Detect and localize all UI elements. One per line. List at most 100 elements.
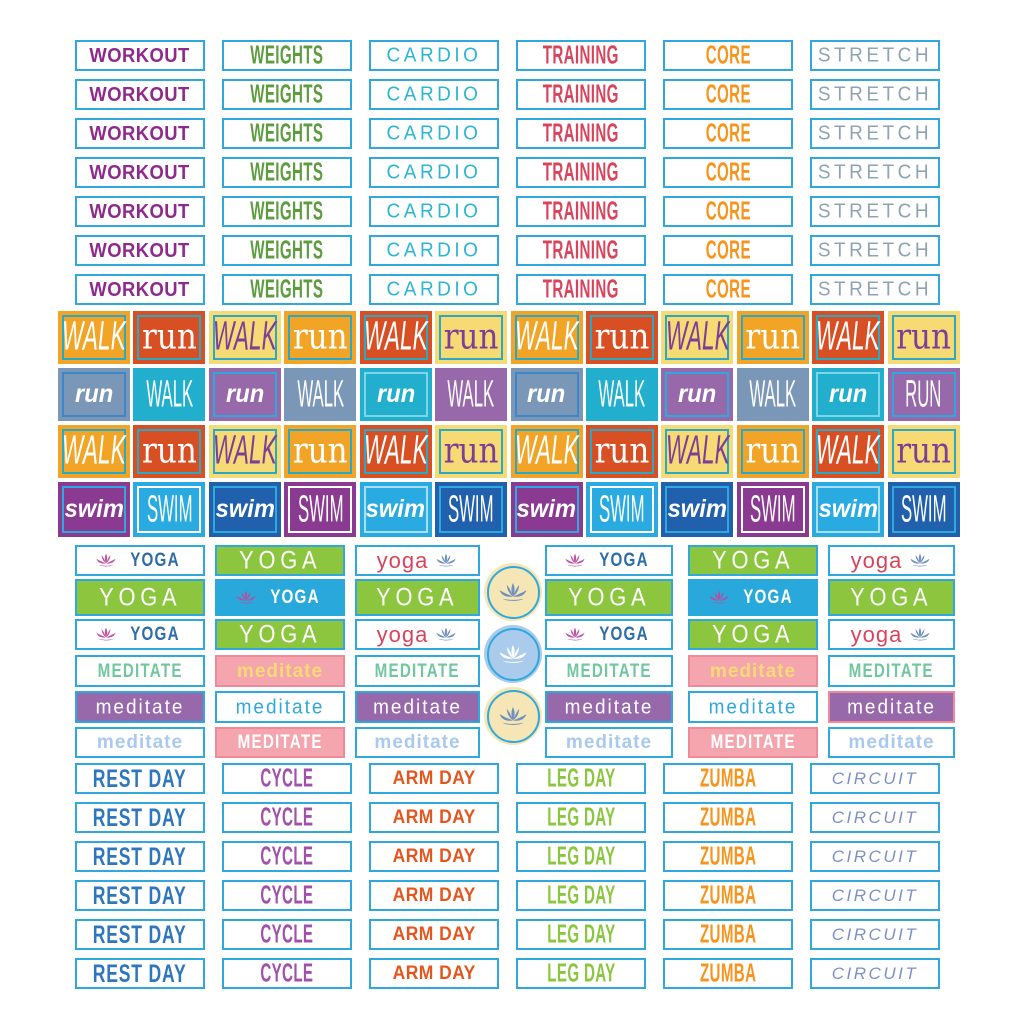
sticker-label: YOGA [743, 587, 793, 608]
sticker-cardio: CARDIO [369, 235, 499, 266]
sticker-yoga: YOGA [215, 579, 345, 616]
sticker-meditate: MEDITATE [688, 727, 818, 758]
sticker-label: WALK [62, 314, 126, 360]
sticker-meditate: MEDITATE [215, 727, 345, 758]
sticker-label: run [745, 316, 801, 358]
sticker-yoga: YOGA [75, 619, 205, 650]
sticker-label: STRETCH [817, 278, 933, 301]
sticker-stretch: STRETCH [810, 235, 940, 266]
sticker-core: CORE [663, 40, 793, 71]
sticker-cycle: CYCLE [222, 880, 352, 911]
sticker-core: CORE [663, 157, 793, 188]
sticker-label: yoga [376, 547, 429, 573]
sticker-rest-day: REST DAY [75, 841, 205, 872]
sticker-zumba: ZUMBA [663, 919, 793, 950]
lotus-icon [910, 553, 930, 567]
sticker-stretch: STRETCH [810, 40, 940, 71]
sticker-label: REST DAY [93, 763, 187, 793]
sticker-label: yoga [850, 621, 903, 647]
sticker-run: run [435, 311, 508, 364]
sticker-meditate: meditate [828, 691, 955, 723]
sticker-yoga: YOGA [355, 579, 480, 616]
sticker-label: YOGA [567, 582, 651, 612]
sticker-training: TRAINING [516, 196, 646, 227]
sticker-label: meditate [374, 732, 461, 753]
sticker-label: run [376, 380, 415, 408]
sticker-label: CYCLE [260, 920, 314, 949]
sticker-stretch: STRETCH [810, 274, 940, 305]
sticker-label: MEDITATE [848, 660, 935, 682]
sticker-label: WORKOUT [89, 278, 191, 301]
sticker-training: TRAINING [516, 235, 646, 266]
sticker-cardio: CARDIO [369, 196, 499, 227]
sticker-label: YOGA [98, 582, 182, 612]
sticker-label: MEDITATE [97, 660, 183, 682]
sticker-label: swim [365, 495, 426, 523]
sticker-label: STRETCH [817, 161, 933, 184]
sticker-label: WALK [296, 372, 344, 415]
sticker-label: TRAINING [543, 41, 619, 70]
sticker-label: CORE [705, 236, 751, 265]
sticker-label: run [225, 380, 264, 408]
sticker-arm-day: ARM DAY [369, 802, 499, 833]
sticker-label: YOGA [130, 550, 180, 571]
sticker-label: WEIGHTS [250, 41, 324, 70]
sticker-label: YOGA [599, 550, 649, 571]
sticker-label: WALK [816, 314, 881, 360]
sticker-core: CORE [663, 235, 793, 266]
sticker-label: meditate [236, 660, 324, 682]
sticker-arm-day: ARM DAY [369, 958, 499, 989]
sticker-leg-day: LEG DAY [516, 763, 646, 794]
sticker-label: WORKOUT [89, 83, 191, 106]
lotus-icon [709, 590, 729, 604]
sticker-circuit: CIRCUIT [810, 841, 940, 872]
sticker-label: YOGA [376, 582, 459, 612]
sticker-label: ARM DAY [392, 885, 476, 906]
sticker-yoga: YOGA [215, 619, 345, 650]
sticker-core: CORE [663, 79, 793, 110]
sticker-meditate: meditate [75, 727, 205, 758]
sticker-label: CIRCUIT [831, 847, 919, 866]
sticker-label: WEIGHTS [250, 275, 324, 304]
sticker-label: STRETCH [817, 200, 933, 223]
sticker-label: WALK [598, 372, 646, 415]
sticker-meditate: MEDITATE [355, 655, 480, 687]
sticker-yoga: YOGA [828, 579, 955, 616]
sticker-workout: WORKOUT [75, 274, 205, 305]
sticker-label: run [292, 316, 348, 358]
sticker-label: swim [818, 495, 878, 523]
sticker-label: meditate [96, 732, 184, 753]
sticker-leg-day: LEG DAY [516, 958, 646, 989]
sticker-yoga: YOGA [688, 619, 818, 650]
sticker-leg-day: LEG DAY [516, 802, 646, 833]
sticker-label: CIRCUIT [831, 964, 919, 983]
sticker-yoga: yoga [355, 545, 480, 576]
lotus-icon [499, 644, 527, 663]
sticker-zumba: ZUMBA [663, 958, 793, 989]
sticker-walk: WALK [435, 368, 508, 421]
sticker-cardio: CARDIO [369, 79, 499, 110]
lotus-icon [499, 706, 527, 725]
sticker-label: SWIM [749, 487, 796, 530]
sticker-label: RUN [905, 372, 942, 415]
sticker-label: meditate [565, 732, 653, 753]
sticker-label: WORKOUT [89, 161, 191, 184]
lotus-icon [236, 590, 256, 604]
sticker-label: meditate [564, 695, 654, 719]
sticker-label: WALK [363, 314, 428, 360]
sticker-weights: WEIGHTS [222, 118, 352, 149]
sticker-label: run [594, 430, 650, 472]
sticker-label: CYCLE [260, 803, 314, 832]
sticker-label: MEDITATE [237, 732, 323, 753]
sticker-arm-day: ARM DAY [369, 919, 499, 950]
sticker-label: WALK [665, 314, 730, 360]
sticker-swim: swim [661, 482, 734, 537]
sticker-yoga: YOGA [215, 545, 345, 576]
sticker-stretch: STRETCH [810, 157, 940, 188]
sticker-label: LEG DAY [546, 842, 616, 871]
sticker-meditate: MEDITATE [828, 655, 955, 687]
sticker-label: CORE [705, 158, 751, 187]
sticker-label: CYCLE [260, 842, 314, 871]
lotus-icon [565, 627, 585, 641]
